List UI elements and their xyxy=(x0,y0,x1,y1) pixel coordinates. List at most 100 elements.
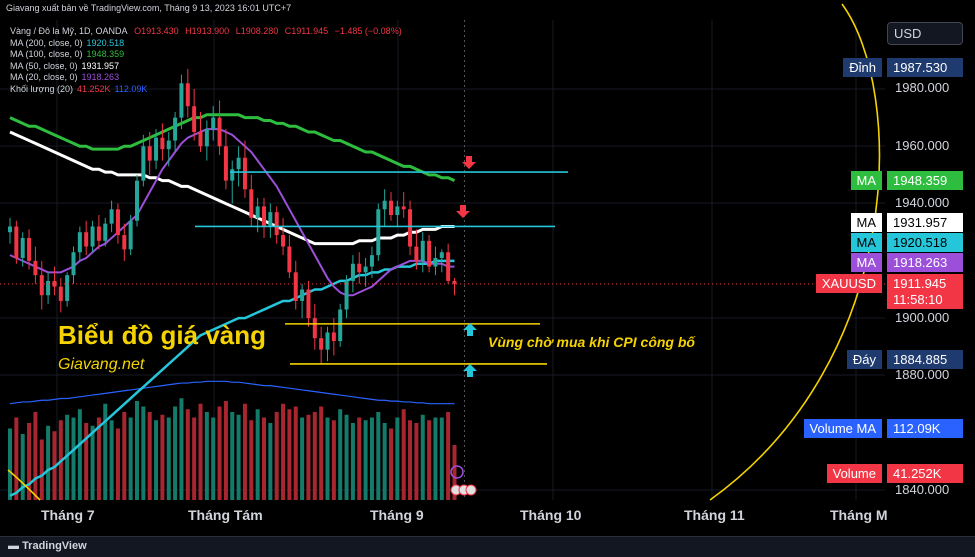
volume-bar xyxy=(141,406,146,500)
down-arrow xyxy=(462,156,476,169)
candle-body xyxy=(223,146,228,181)
volume-bar xyxy=(319,406,324,500)
candle-body xyxy=(103,223,108,241)
high-label-name: Đỉnh xyxy=(843,58,882,77)
candle-body xyxy=(58,286,63,301)
price-tick: 1940.000 xyxy=(895,195,950,210)
ma200-line xyxy=(9,259,455,497)
site-annotation: Giavang.net xyxy=(58,356,145,373)
volume-bar xyxy=(33,412,38,500)
candle-body xyxy=(20,237,25,258)
ma50-label-name: MA xyxy=(850,213,882,232)
candle-body xyxy=(363,266,368,273)
candle-body xyxy=(90,226,95,247)
last-price-value: 1911.945 11:58:10 xyxy=(887,274,963,309)
candle-body xyxy=(217,117,222,147)
ma100-label-name: MA xyxy=(850,171,882,190)
candle-body xyxy=(122,235,127,250)
candle-body xyxy=(439,252,444,258)
candle-body xyxy=(249,189,254,218)
ma100-label-value: 1948.359 xyxy=(887,171,963,190)
candle-body xyxy=(325,332,330,350)
volume-bar xyxy=(300,417,305,500)
symbol-name[interactable]: Vàng / Đô la Mỹ, 1D, OANDA xyxy=(10,26,128,36)
volume-bars xyxy=(8,398,457,500)
candle-body xyxy=(344,280,349,310)
volume-bar xyxy=(389,428,393,500)
volume-bar xyxy=(103,403,108,500)
price-tick: 1840.000 xyxy=(895,482,950,497)
candle-body xyxy=(84,232,89,247)
time-tick: Tháng 10 xyxy=(520,507,582,523)
volume-bar xyxy=(338,409,343,500)
candle-body xyxy=(160,137,165,150)
time-tick: Tháng M xyxy=(830,507,888,523)
volume-bar xyxy=(255,409,260,500)
candle-body xyxy=(433,257,438,267)
candle-body xyxy=(427,240,432,267)
low-label-name: Đáy xyxy=(846,350,882,369)
legend-symbol-row: Vàng / Đô la Mỹ, 1D, OANDA O1913.430 H19… xyxy=(10,26,406,38)
candle-body xyxy=(166,140,171,150)
volume-bar xyxy=(262,417,266,500)
price-tick: 1960.000 xyxy=(895,138,950,153)
ohlc-change: −1.485 (−0.08%) xyxy=(334,26,402,36)
volume-bar xyxy=(46,425,51,500)
ma20-line xyxy=(9,128,455,297)
volume-bar xyxy=(77,409,82,500)
volume-ma-line xyxy=(9,380,455,405)
candle-body xyxy=(135,180,139,221)
chart-title-annotation: Biểu đồ giá vàng xyxy=(58,320,267,350)
volume-bar xyxy=(446,412,451,500)
volume-bar xyxy=(395,417,400,500)
candle-body xyxy=(420,240,425,261)
tradingview-brand[interactable]: ▬ TradingView xyxy=(8,540,87,552)
candle-body xyxy=(141,146,146,181)
ma20-label-value: 1918.263 xyxy=(887,253,963,272)
bar-countdown: 11:58:10 xyxy=(893,292,943,307)
time-tick: Tháng 9 xyxy=(370,507,424,523)
candle-body xyxy=(109,209,114,224)
down-arrow xyxy=(456,205,470,218)
currency-button[interactable]: USD xyxy=(887,22,963,45)
time-tick: Tháng 7 xyxy=(41,507,95,523)
footer-bar: ▬ TradingView xyxy=(0,536,975,557)
volume-bar xyxy=(331,420,336,500)
low-label-value: 1884.885 xyxy=(887,350,963,369)
ohlc-open: O1913.430 xyxy=(134,26,179,36)
volume-bar xyxy=(166,417,171,500)
candles xyxy=(8,68,457,364)
candle-body xyxy=(350,263,355,281)
candle-body xyxy=(147,146,152,161)
candle-body xyxy=(408,209,413,247)
volume-ma-label-name: Volume MA xyxy=(803,419,882,438)
candle-body xyxy=(71,252,76,276)
volume-bar xyxy=(344,414,349,500)
volume-bar xyxy=(71,417,76,500)
volume-bar xyxy=(192,417,197,500)
volume-bar xyxy=(90,425,95,500)
volume-bar xyxy=(408,420,413,500)
candle-body xyxy=(382,200,387,210)
volume-bar xyxy=(173,406,178,500)
volume-bar xyxy=(160,414,165,500)
arc-drawing xyxy=(7,469,41,501)
horizontal-levels xyxy=(0,171,885,365)
volume-bar xyxy=(312,412,317,500)
volume-bar xyxy=(420,414,425,500)
ma100-line xyxy=(9,113,456,183)
ohlc-low: L1908.280 xyxy=(235,26,279,36)
volume-bar xyxy=(185,409,190,500)
candle-body xyxy=(376,209,381,256)
candle-body xyxy=(357,263,362,273)
volume-bar xyxy=(382,423,387,500)
event-icon xyxy=(450,465,464,479)
us-flag-icon xyxy=(465,484,477,496)
volume-bar xyxy=(427,420,432,500)
volume-bar xyxy=(287,409,292,500)
volume-bar xyxy=(14,417,19,500)
candle-body xyxy=(452,280,457,284)
candle-body xyxy=(77,232,82,253)
up-arrow xyxy=(463,364,477,377)
volume-bar xyxy=(204,412,209,500)
